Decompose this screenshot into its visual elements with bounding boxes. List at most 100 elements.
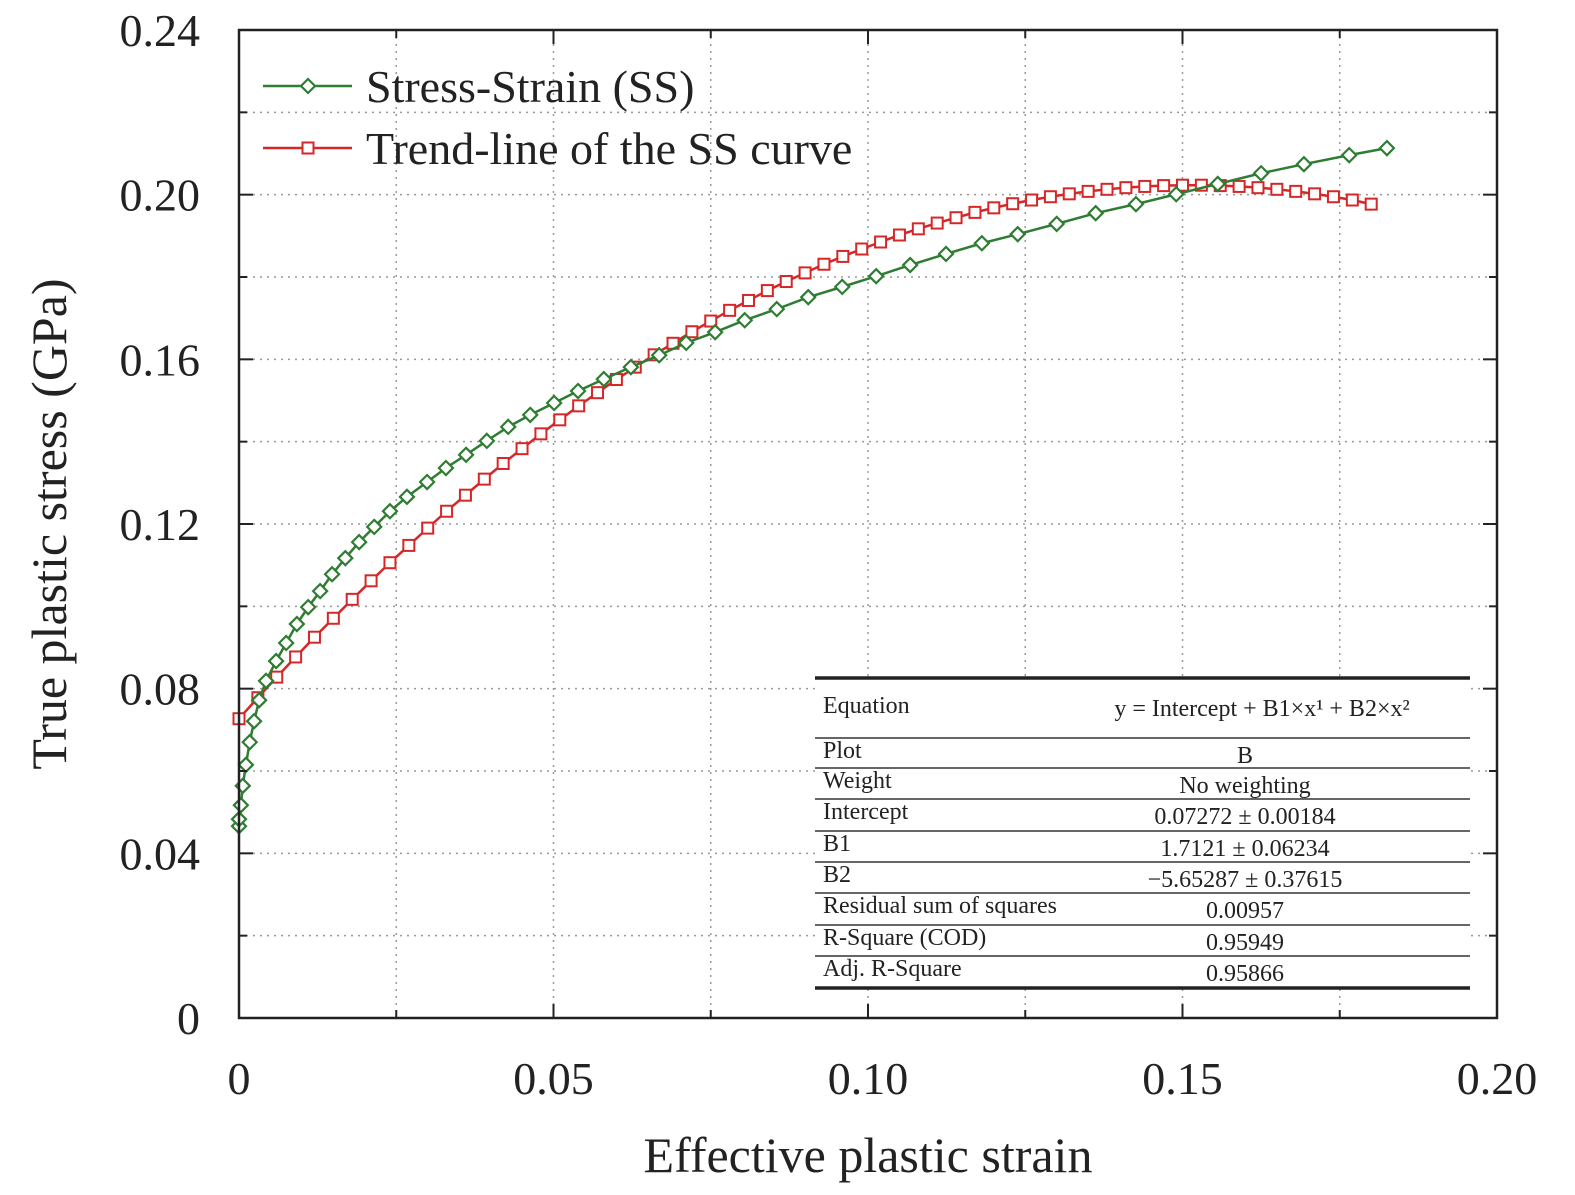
data-point xyxy=(911,222,925,236)
data-point xyxy=(381,502,399,520)
data-point xyxy=(1289,184,1303,198)
series-diamond xyxy=(230,139,1396,835)
data-point xyxy=(421,521,435,535)
y-tick-label: 0.08 xyxy=(120,664,201,715)
data-point xyxy=(855,242,869,256)
data-point xyxy=(1081,184,1095,198)
data-point xyxy=(277,634,295,652)
data-point xyxy=(779,275,793,289)
data-point xyxy=(257,672,275,690)
data-point xyxy=(1194,178,1208,192)
data-point xyxy=(704,314,718,328)
data-point xyxy=(1048,215,1066,233)
x-tick-label: 0.20 xyxy=(1457,1053,1538,1104)
data-point xyxy=(1176,178,1189,192)
data-point xyxy=(521,406,539,424)
table-row-value: 0.00957 xyxy=(1206,898,1284,924)
data-point xyxy=(350,533,368,551)
series-square xyxy=(232,178,1378,726)
data-point xyxy=(572,399,586,413)
series-layer xyxy=(230,139,1396,835)
data-point xyxy=(1006,197,1020,211)
data-point xyxy=(418,473,436,491)
data-point xyxy=(1270,182,1284,196)
legend: Stress-Strain (SS) Trend-line of the SS c… xyxy=(263,61,852,174)
y-tick-label: 0.24 xyxy=(120,5,201,56)
table-row-label: Residual sum of squares xyxy=(823,893,1057,919)
legend-label: Stress-Strain (SS) xyxy=(366,61,694,112)
data-point xyxy=(833,278,851,296)
data-point xyxy=(677,334,695,352)
data-point xyxy=(817,257,831,271)
data-point xyxy=(1157,179,1171,193)
data-point xyxy=(1062,187,1076,201)
data-point xyxy=(937,245,955,263)
table-row-value: y = Intercept + B1×x¹ + B2×x² xyxy=(1114,696,1409,722)
data-point xyxy=(515,442,529,456)
data-point xyxy=(1364,197,1378,211)
table-row-label: Intercept xyxy=(823,799,909,825)
data-point xyxy=(553,413,567,427)
table-row-value: −5.65287 ± 0.37615 xyxy=(1148,867,1343,893)
data-point xyxy=(987,201,1001,215)
table-row-label: Equation xyxy=(823,693,910,719)
data-point xyxy=(267,652,285,670)
data-point xyxy=(364,574,378,588)
data-point xyxy=(968,205,982,219)
data-point xyxy=(237,756,255,774)
data-point xyxy=(336,549,354,567)
data-point xyxy=(496,456,510,470)
data-point xyxy=(1345,193,1359,207)
x-axis-title: Effective plastic strain xyxy=(644,1127,1093,1183)
data-point xyxy=(892,228,906,242)
table-row-label: B1 xyxy=(823,831,851,857)
data-point xyxy=(1009,225,1027,243)
data-point xyxy=(307,630,321,644)
data-point xyxy=(458,488,472,502)
data-point xyxy=(1326,190,1340,204)
x-tick-label: 0.05 xyxy=(513,1053,594,1104)
table-row-label: B2 xyxy=(823,862,851,888)
data-point xyxy=(1100,182,1114,196)
data-point xyxy=(1127,195,1145,213)
data-point xyxy=(437,459,455,477)
data-point xyxy=(741,293,755,307)
data-point xyxy=(250,691,268,709)
data-point xyxy=(874,235,888,249)
data-point xyxy=(1025,193,1039,207)
table-row-value: 1.7121 ± 0.06234 xyxy=(1160,836,1329,862)
y-tick-label: 0.20 xyxy=(120,170,201,221)
data-point xyxy=(1232,179,1246,193)
data-point xyxy=(736,311,754,329)
data-point xyxy=(1378,139,1396,157)
data-point xyxy=(1340,146,1358,164)
table-row-label: Adj. R-Square xyxy=(823,956,962,982)
series-line xyxy=(238,183,1372,720)
data-point xyxy=(457,446,475,464)
data-point xyxy=(723,303,737,317)
data-point xyxy=(650,346,668,364)
data-point xyxy=(383,556,397,570)
data-point xyxy=(398,488,416,506)
data-point xyxy=(1043,190,1057,204)
data-point xyxy=(232,796,250,814)
data-point xyxy=(949,211,963,225)
data-point xyxy=(768,300,786,318)
data-point xyxy=(622,358,640,376)
table-background xyxy=(815,678,1470,988)
y-tick-label: 0.16 xyxy=(120,334,201,385)
x-tick-label: 0.10 xyxy=(828,1053,909,1104)
data-point xyxy=(289,650,303,664)
data-point xyxy=(798,266,812,280)
data-point xyxy=(1167,185,1185,203)
y-tick-label: 0.12 xyxy=(120,499,201,550)
data-point xyxy=(245,712,263,730)
x-tick-label: 0.15 xyxy=(1142,1053,1223,1104)
table-row-value: No weighting xyxy=(1179,773,1310,799)
table-row-value: 0.95866 xyxy=(1206,961,1284,987)
data-point xyxy=(1119,181,1133,195)
data-point xyxy=(1087,204,1105,222)
data-point xyxy=(1308,187,1322,201)
data-point xyxy=(477,472,491,486)
